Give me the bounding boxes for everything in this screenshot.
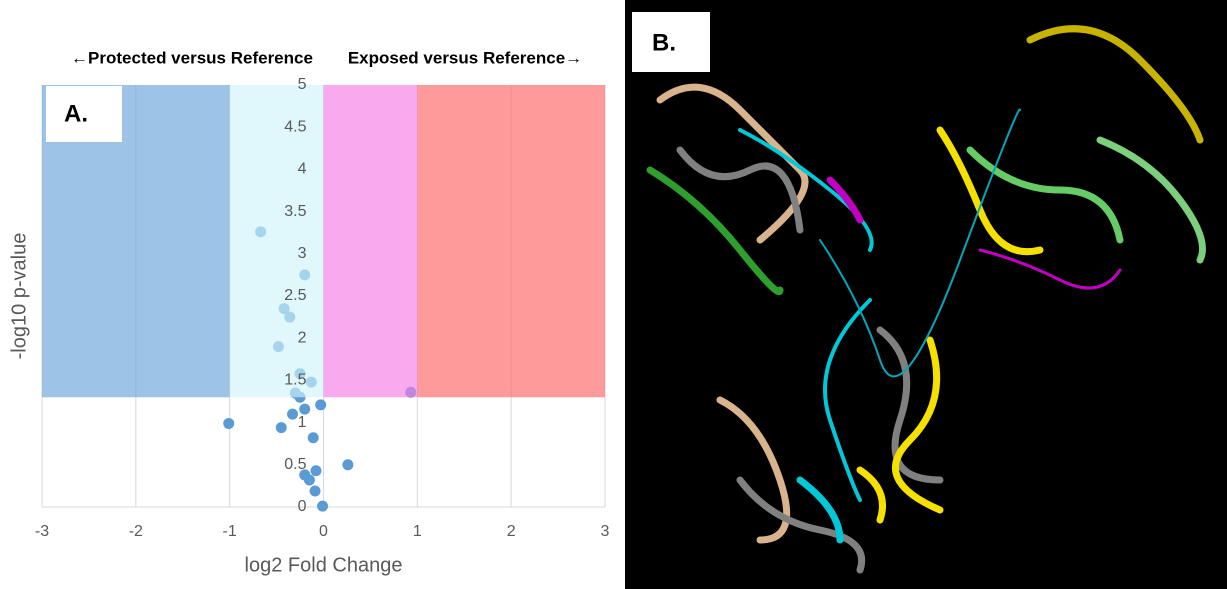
data-point: [317, 500, 329, 512]
y-tick-label: 0.5: [284, 456, 306, 473]
significance-region: [229, 85, 324, 398]
data-point: [287, 408, 299, 420]
x-tick-label: 1: [413, 523, 422, 540]
data-point: [299, 403, 311, 415]
x-tick-label: -2: [129, 523, 143, 540]
x-axis-label: log2 Fold Change: [245, 554, 403, 576]
data-point: [275, 422, 287, 434]
significance-region: [323, 85, 418, 398]
y-tick-label: 1: [298, 414, 307, 431]
y-tick-label: 3: [298, 245, 307, 262]
panel-label: A.: [64, 100, 88, 127]
y-axis-label: -log10 p-value: [8, 233, 30, 360]
volcano-plot: -3 -2 -1 0 1 2 3 0 0.5 1 1.5 2 2.5 3 3.5 4 4.5 5 log2 Fold…: [8, 48, 609, 576]
y-tick-label: 5: [298, 76, 307, 93]
data-point: [303, 474, 315, 486]
x-tick-label: 3: [601, 523, 610, 540]
y-tick-label: 0: [298, 498, 307, 515]
protein-structure: [646, 25, 1206, 574]
data-point: [310, 465, 322, 477]
x-tick-label: 2: [507, 523, 516, 540]
panel-label: B.: [652, 29, 676, 56]
data-point: [309, 485, 321, 497]
x-tick-label: 0: [319, 523, 328, 540]
y-tick-label: 2.5: [284, 287, 306, 304]
y-tick-label: 2: [298, 329, 307, 346]
x-tick-label: -1: [223, 523, 237, 540]
annotation: Exposed versus Reference→: [348, 48, 582, 67]
data-point: [307, 432, 319, 444]
panel-label-box: [632, 12, 710, 72]
data-point: [223, 417, 235, 429]
x-tick-label: -3: [35, 523, 49, 540]
y-tick-label: 4: [298, 161, 307, 178]
y-tick-label: 4.5: [284, 118, 306, 135]
y-tick-label: 3.5: [284, 203, 306, 220]
data-point: [342, 459, 354, 471]
panel-label-box: [46, 86, 122, 142]
significance-region: [417, 85, 605, 398]
y-tick-label: 1.5: [284, 372, 306, 389]
data-point: [315, 399, 327, 411]
annotation: ←Protected versus Reference: [71, 48, 313, 67]
